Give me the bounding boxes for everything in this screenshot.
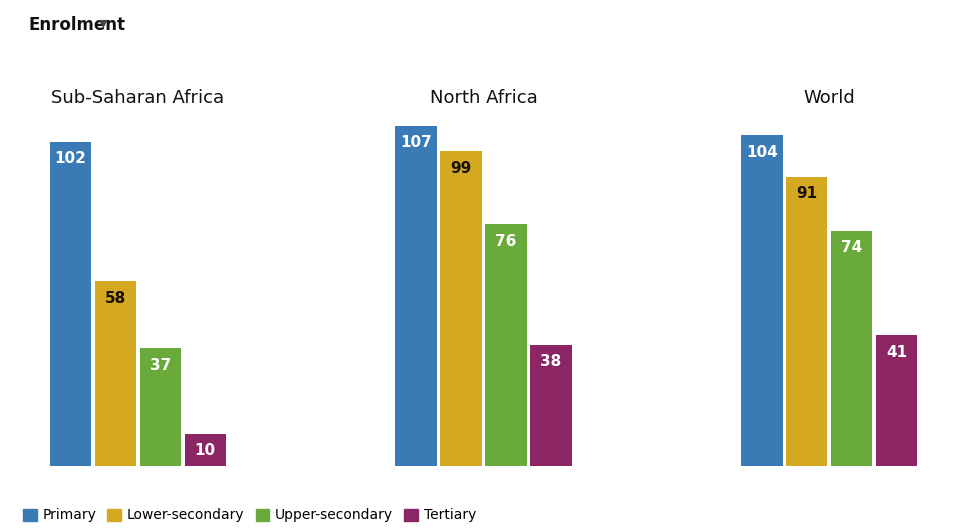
Text: ▼: ▼ — [99, 19, 108, 29]
Text: World: World — [803, 89, 855, 107]
Bar — [184, 434, 226, 466]
Bar — [831, 231, 872, 466]
Text: 76: 76 — [495, 234, 516, 249]
Text: Enrolment: Enrolment — [29, 16, 126, 34]
Text: 102: 102 — [54, 151, 87, 166]
Bar — [95, 281, 136, 466]
Bar — [786, 177, 827, 466]
Text: 41: 41 — [886, 345, 907, 360]
Text: Sub-Saharan Africa: Sub-Saharan Africa — [51, 89, 225, 107]
Bar — [396, 126, 437, 466]
Text: 74: 74 — [841, 240, 863, 255]
Text: 58: 58 — [105, 291, 126, 306]
Text: 37: 37 — [150, 358, 171, 372]
Bar — [49, 142, 91, 466]
Bar — [741, 135, 783, 466]
Bar — [876, 335, 918, 466]
Text: North Africa: North Africa — [429, 89, 538, 107]
Text: 107: 107 — [400, 135, 432, 150]
Text: 91: 91 — [796, 186, 817, 201]
Text: 104: 104 — [746, 145, 778, 160]
Text: 10: 10 — [195, 443, 216, 458]
Text: 38: 38 — [540, 354, 562, 369]
Text: 99: 99 — [451, 161, 472, 176]
Bar — [140, 348, 181, 466]
Bar — [530, 345, 571, 466]
Bar — [440, 151, 482, 466]
Bar — [485, 224, 527, 466]
Legend: Primary, Lower-secondary, Upper-secondary, Tertiary: Primary, Lower-secondary, Upper-secondar… — [17, 503, 482, 528]
